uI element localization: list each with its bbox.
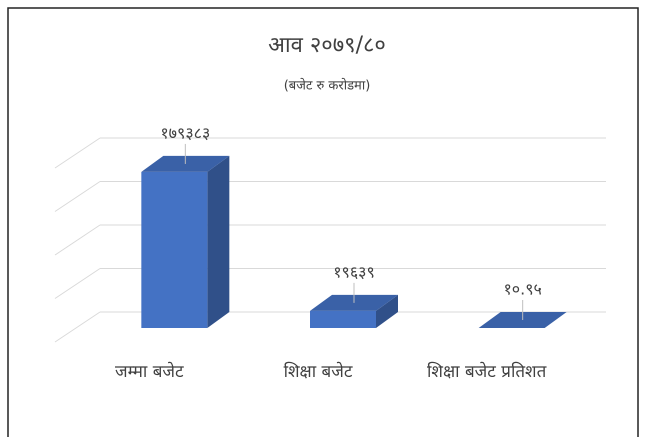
grid-line (54, 224, 101, 256)
bar-side (376, 294, 398, 328)
bar-side (544, 311, 567, 328)
chart-border (7, 7, 639, 437)
grid-line (54, 181, 101, 212)
x-tick-label: शिक्षा बजेट (283, 362, 353, 382)
chart-title: आव २०७९/८० (268, 33, 386, 58)
data-label: १९६३९ (333, 262, 375, 281)
bar (141, 155, 230, 328)
grid-line (54, 311, 101, 343)
bar-front (310, 310, 376, 328)
bar-side (207, 155, 230, 328)
data-label: १७९३८३ (160, 123, 210, 142)
chart-subtitle: (बजेट रु करोडमा) (284, 78, 371, 94)
data-label: १०.९५ (503, 279, 541, 298)
x-tick-label: जम्मा बजेट (115, 362, 184, 382)
grid-line (54, 137, 101, 169)
grid-line (54, 268, 101, 299)
bar-front (141, 171, 208, 328)
x-tick-label: शिक्षा बजेट प्रतिशत (427, 362, 547, 382)
